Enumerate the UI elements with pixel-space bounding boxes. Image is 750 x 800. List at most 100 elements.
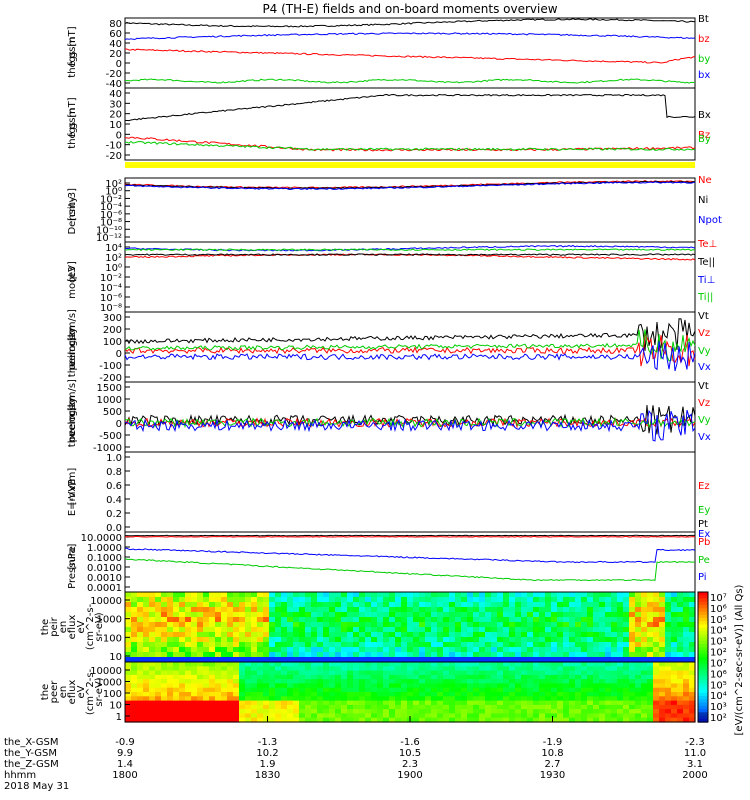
colorbar-cell (698, 718, 708, 723)
xrow-value-0-1: -1.3 (258, 737, 278, 748)
spectrogram-cell (479, 709, 486, 714)
spectrogram-cell (671, 696, 678, 702)
ytick-label-p1-6: -40 (106, 79, 122, 90)
spectrogram-cell (389, 713, 396, 719)
spectrogram-cell (131, 679, 138, 684)
spectrogram-cell (593, 647, 600, 653)
spectrogram-cell (647, 709, 654, 714)
spectrogram-cell (509, 674, 516, 680)
spectrogram-cell (329, 612, 336, 618)
spectrogram-cell (179, 662, 186, 667)
spectrogram-cell (311, 612, 318, 618)
spectrogram-cell (629, 713, 636, 719)
spectrogram-cell (497, 632, 504, 638)
spectrogram-cell (539, 709, 546, 714)
spectrogram-cell (515, 674, 522, 680)
spectrogram-cell (125, 704, 132, 710)
spectrogram-cell (629, 617, 636, 623)
spectrogram-cell (485, 632, 492, 638)
spectrogram-cell (455, 627, 462, 633)
spectrogram-cell (659, 679, 666, 684)
spectrogram-cell (341, 683, 348, 689)
spectrogram-cell (131, 700, 138, 706)
spectrogram-cell (191, 700, 198, 706)
legend-p6-3: Vx (698, 432, 711, 443)
spectrogram-cell (521, 692, 528, 697)
spectrogram-cell (245, 692, 252, 697)
spectrogram-cell (251, 666, 258, 672)
spectrogram-cell (527, 674, 534, 680)
spectrogram-cell (683, 632, 690, 638)
ylabel-line-p7-0: E=-VxB (67, 479, 78, 516)
legend-p8-1: Pb (698, 537, 710, 548)
spectrogram-cell (179, 670, 186, 676)
spectrogram-cell (209, 709, 216, 714)
xrow-value-0-3: -1.9 (543, 737, 563, 748)
spectrogram-cell (155, 627, 162, 633)
colorbar-cell (698, 670, 708, 674)
spectrogram-cell (689, 612, 696, 618)
ylabel-line-p6-4: [km/s] (67, 379, 78, 411)
spectrogram-cell (419, 612, 426, 618)
spectrogram-cell (275, 670, 282, 676)
spectrogram-cell (245, 592, 252, 598)
spectrogram-cell (431, 662, 438, 667)
spectrogram-cell (155, 713, 162, 719)
spectrogram-cell (605, 602, 612, 608)
spectrogram-cell (197, 607, 204, 613)
spectrogram-cell (545, 647, 552, 653)
spectrogram-cell (395, 652, 402, 658)
spectrogram-cell (449, 687, 456, 693)
spectrogram-cell (197, 717, 204, 723)
spectrogram-cell (125, 642, 132, 648)
spectrogram-cell (209, 662, 216, 667)
spectrogram-cell (197, 647, 204, 653)
spectrogram-cell (509, 679, 516, 684)
spectrogram-cell (143, 662, 150, 667)
spectrogram-cell (401, 709, 408, 714)
spectrogram-cell (293, 709, 300, 714)
spectrogram-cell (239, 632, 246, 638)
colorbar-tick-11: 10² (710, 713, 727, 724)
spectrogram-cell (287, 627, 294, 633)
spectrogram-cell (389, 696, 396, 702)
spectrogram-cell (413, 617, 420, 623)
spectrogram-cell (317, 642, 324, 648)
spectrogram-cell (539, 657, 546, 663)
spectrogram-cell (317, 602, 324, 608)
spectrogram-cell (497, 652, 504, 658)
spectrogram-cell (419, 617, 426, 623)
spectrogram-cell (443, 713, 450, 719)
spectrogram-cell (485, 622, 492, 628)
spectrogram-cell (521, 713, 528, 719)
spectrogram-cell (419, 642, 426, 648)
spectrogram-cell (185, 647, 192, 653)
spectrogram-cell (353, 670, 360, 676)
spectrogram-cell (275, 637, 282, 643)
spectrogram-cell (251, 713, 258, 719)
spectrogram-cell (365, 687, 372, 693)
spectrogram-cell (155, 683, 162, 689)
spectrogram-cell (527, 696, 534, 702)
spectrogram-cell (335, 692, 342, 697)
spectrogram-cell (269, 666, 276, 672)
spectrogram-cell (233, 627, 240, 633)
spectrogram-cell (329, 617, 336, 623)
spectrogram-cell (347, 642, 354, 648)
ytick-label-p6-0: 1500 (97, 383, 122, 394)
spectrogram-cell (335, 674, 342, 680)
spectrogram-cell (611, 704, 618, 710)
spectrogram-cell (173, 632, 180, 638)
spectrogram-cell (467, 662, 474, 667)
spectrogram-cell (497, 700, 504, 706)
spectrogram-cell (635, 622, 642, 628)
spectrogram-cell (599, 709, 606, 714)
spectrogram-cell (323, 592, 330, 598)
spectrogram-cell (443, 683, 450, 689)
spectrogram-cell (275, 696, 282, 702)
legend-p2-2: By (698, 134, 711, 145)
spectrogram-cell (521, 657, 528, 663)
spectrogram-cell (551, 696, 558, 702)
spectrogram-cell (293, 642, 300, 648)
spectrogram-cell (251, 597, 258, 603)
